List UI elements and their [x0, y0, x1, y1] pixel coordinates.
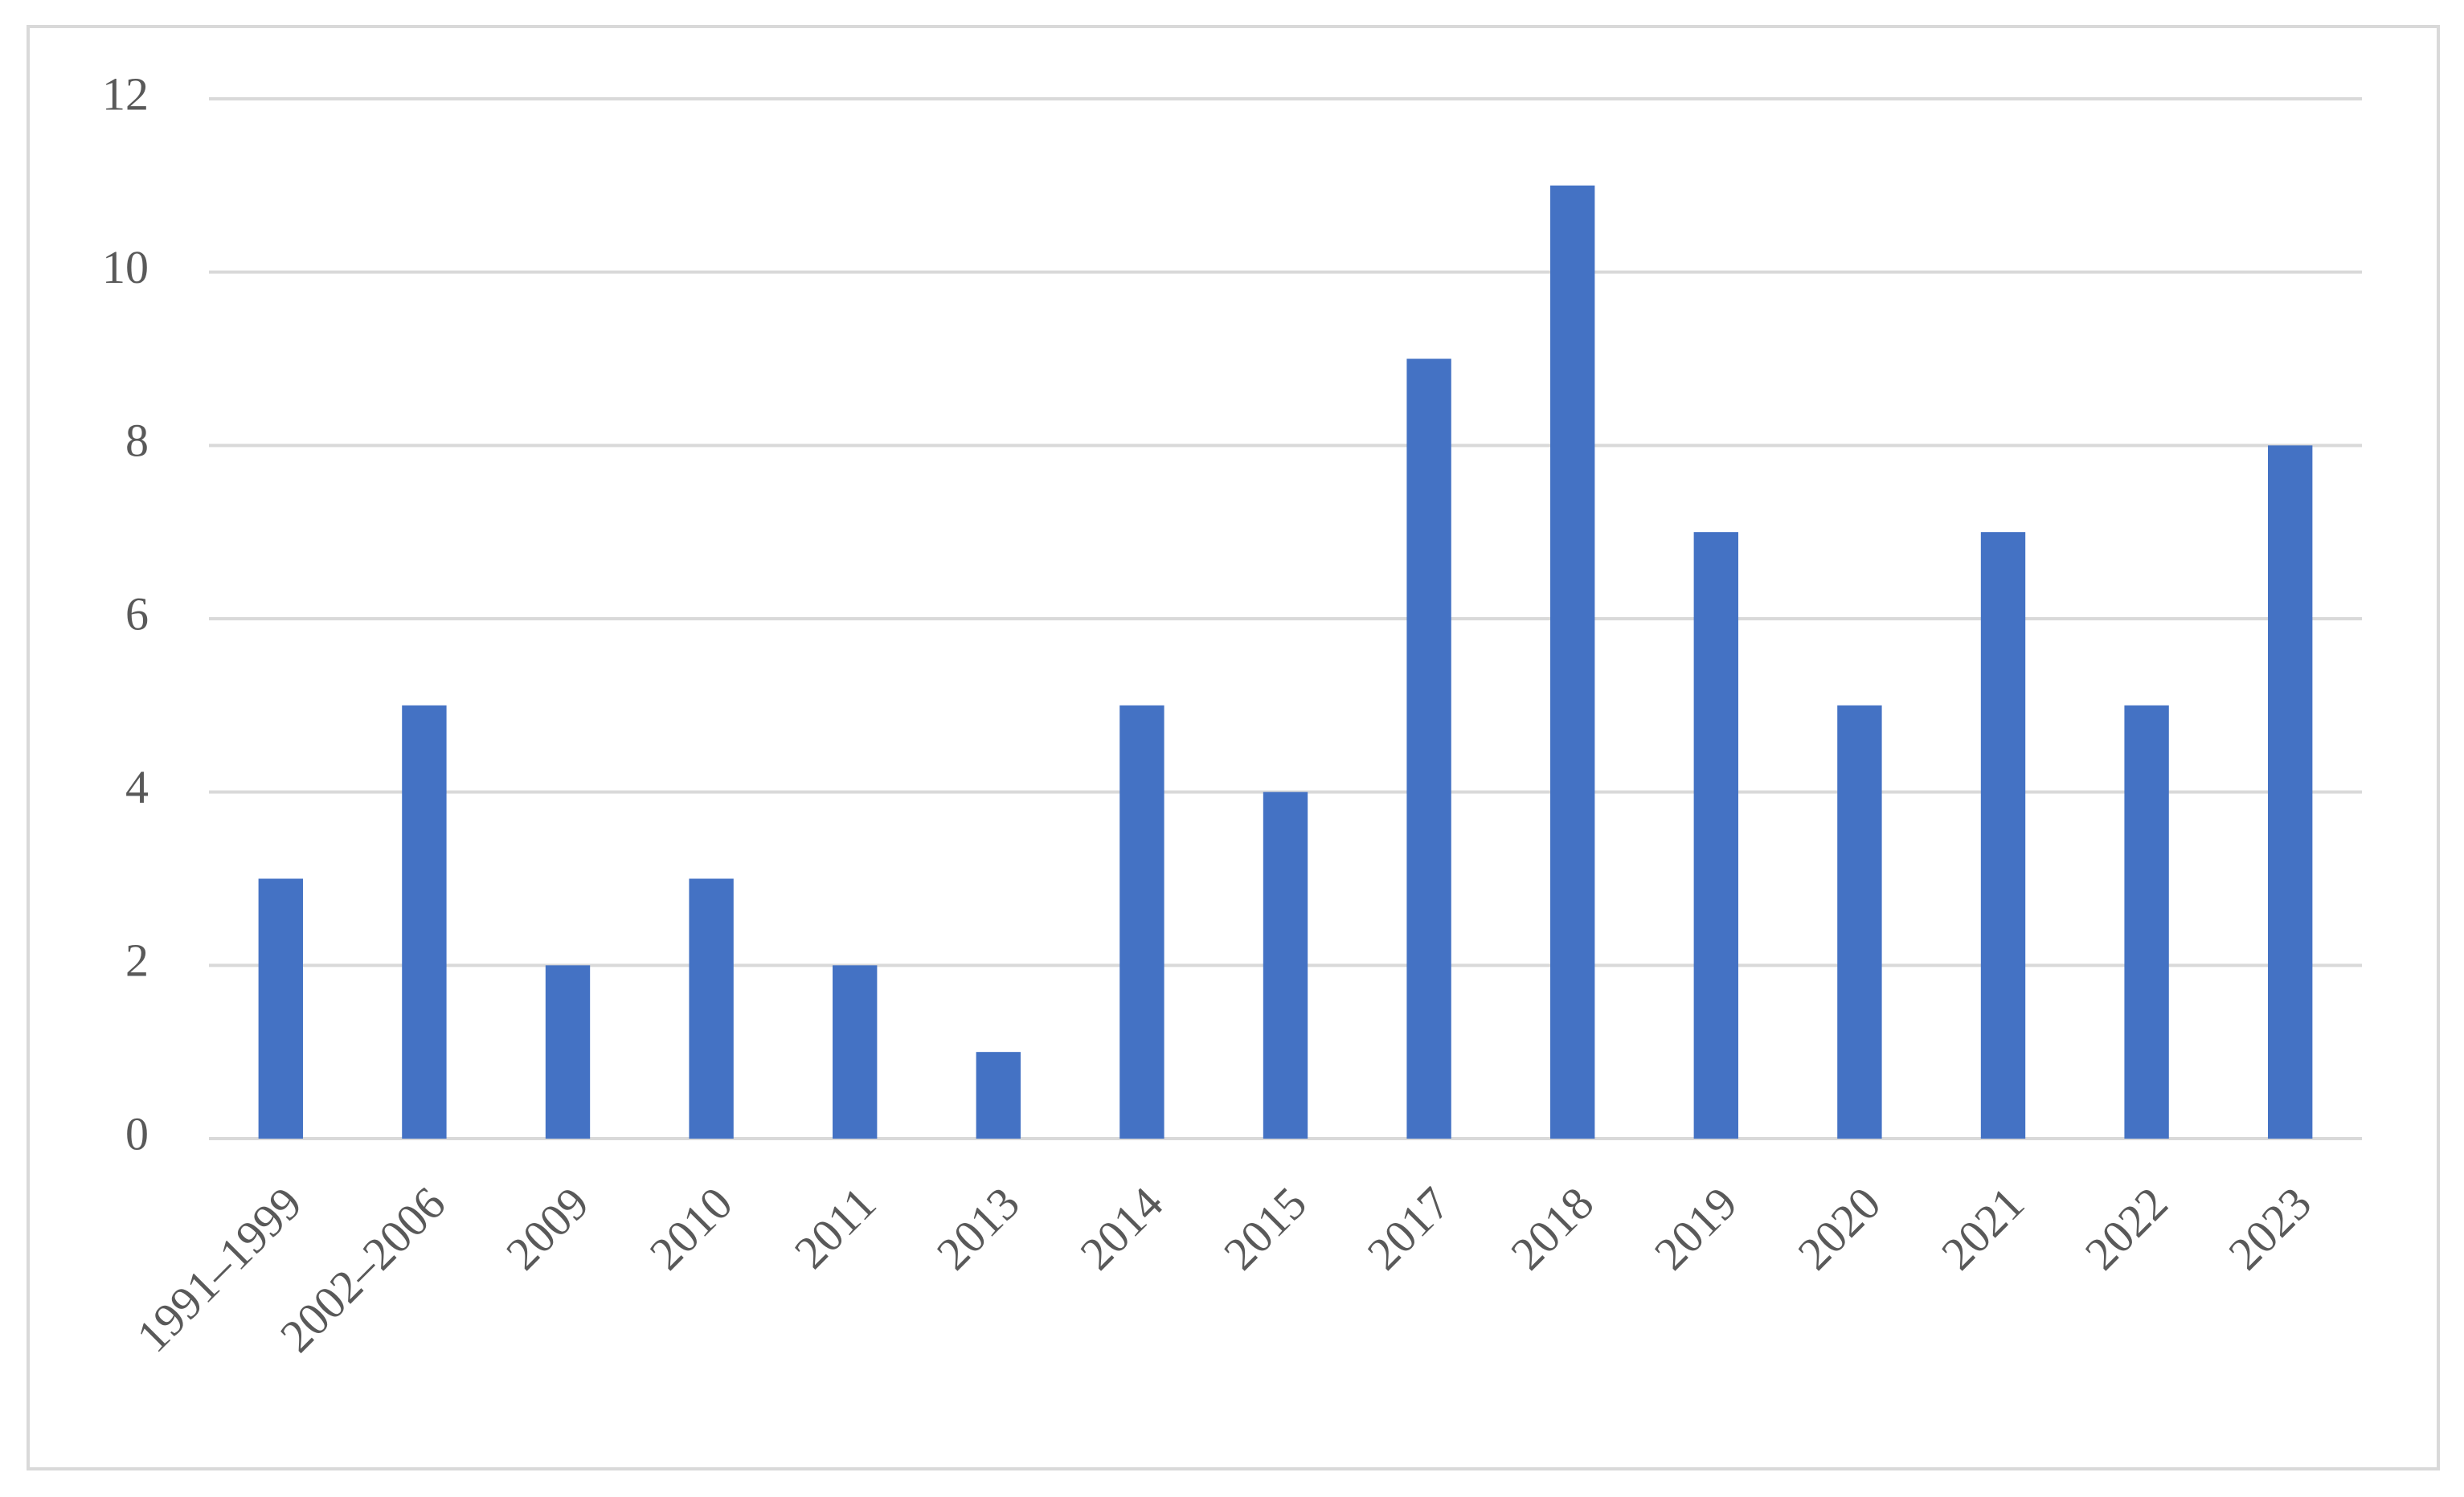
y-tick-label: 2 — [125, 935, 149, 987]
bar — [689, 878, 734, 1139]
bar — [2268, 445, 2313, 1139]
bar — [1980, 532, 2026, 1139]
bar — [2124, 705, 2169, 1139]
y-tick-label: 8 — [125, 415, 149, 467]
bar — [545, 965, 591, 1139]
bar — [1693, 532, 1738, 1139]
bar — [833, 965, 878, 1139]
y-tick-label: 6 — [125, 587, 149, 640]
bar — [258, 878, 303, 1139]
y-tick-label: 4 — [125, 761, 149, 813]
bar — [1119, 705, 1164, 1139]
y-tick-label: 0 — [125, 1107, 149, 1160]
bar — [1550, 185, 1595, 1139]
y-tick-label: 12 — [102, 67, 149, 120]
bar — [1406, 358, 1451, 1139]
bar — [976, 1052, 1021, 1139]
bar — [1837, 705, 1882, 1139]
bar — [402, 705, 447, 1139]
y-tick-label: 10 — [102, 241, 149, 293]
bar — [1263, 791, 1308, 1139]
